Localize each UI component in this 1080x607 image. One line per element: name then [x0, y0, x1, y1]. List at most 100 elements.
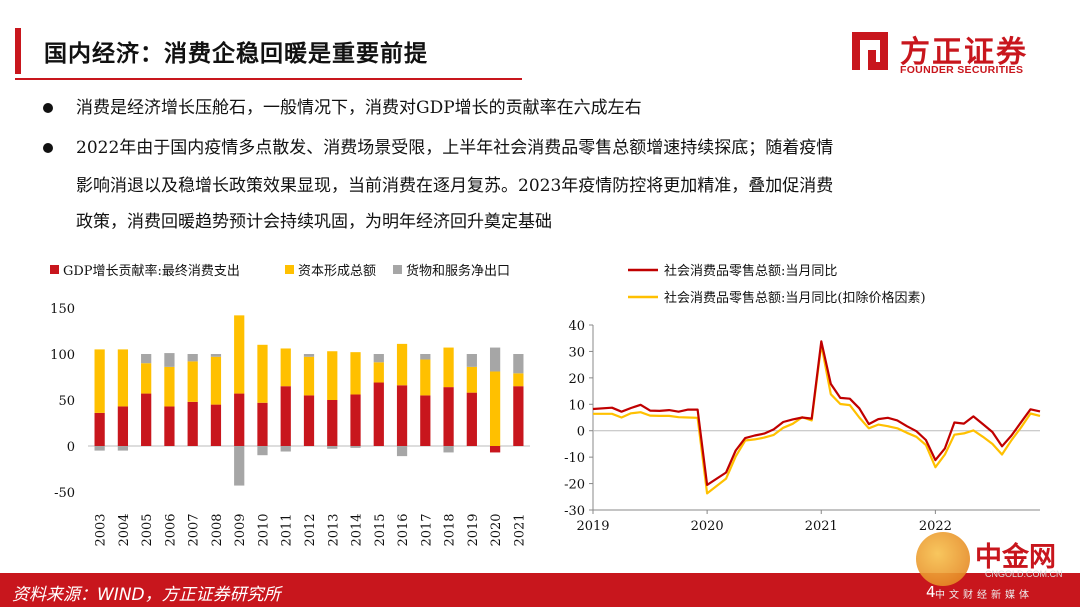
bar-2021-series-1 [513, 386, 524, 446]
x-tick-label: 2014 [350, 513, 365, 546]
founder-logo-icon [852, 32, 888, 70]
bar-2003-series-2 [94, 349, 105, 413]
title-accent-bar [15, 28, 21, 74]
y-tick-label: -30 [564, 504, 585, 519]
legend-swatch-3 [393, 265, 402, 274]
bar-2014-series-2 [350, 352, 361, 395]
bar-2019-series-1 [466, 392, 477, 446]
bar-2013-series-3 [327, 446, 338, 449]
x-tick-label: 2020 [691, 519, 724, 534]
bar-2010-series-1 [257, 402, 268, 446]
x-tick-label: 2009 [233, 513, 248, 546]
x-tick-label: 2016 [396, 513, 411, 546]
y-tick-label: 10 [568, 398, 585, 413]
bar-2011-series-1 [280, 386, 291, 446]
x-tick-label: 2005 [140, 513, 155, 546]
bar-2004-series-2 [117, 349, 129, 407]
logo-text-en: FOUNDER SECURITIES [900, 64, 1024, 76]
bar-2011-series-3 [280, 446, 291, 452]
x-tick-label: 2012 [303, 513, 318, 546]
legend-swatch-1 [50, 265, 59, 274]
bar-2011-series-2 [280, 348, 291, 387]
bar-2013-series-2 [327, 351, 338, 400]
bar-2018-series-2 [443, 347, 454, 388]
bar-2021-series-3 [513, 354, 524, 374]
bar-2013-series-1 [327, 400, 338, 446]
bar-2018-series-3 [443, 446, 454, 453]
y-tick-label: 20 [568, 372, 585, 387]
bar-2004-series-1 [117, 406, 129, 446]
y-tick-label: 0 [577, 425, 585, 440]
bar-2006-series-1 [164, 406, 175, 446]
y-tick-label: -20 [564, 478, 585, 493]
bar-2005-series-3 [141, 354, 152, 364]
x-tick-label: 2018 [443, 513, 458, 546]
bullet-text-2: 2022年由于国内疫情多点散发、消费场景受限，上半年社会消费品零售总额增速持续探… [76, 138, 834, 158]
bar-2010-series-3 [257, 446, 268, 456]
y-tick-label: 0 [67, 440, 75, 455]
x-tick-label: 2013 [326, 513, 341, 546]
title-underline [15, 78, 522, 80]
x-tick-label: 2020 [489, 513, 504, 546]
bar-2008-series-3 [210, 354, 222, 357]
x-tick-label: 2021 [512, 513, 527, 546]
x-tick-label: 2019 [466, 513, 481, 546]
legend-label-2: 社会消费品零售总额:当月同比(扣除价格因素) [664, 290, 926, 306]
bullet-text-2-line-3: 政策，消费回暖趋势预计会持续巩固，为明年经济回升奠定基础 [76, 212, 552, 232]
bullet-dot [43, 143, 53, 153]
bullet-text-1: 消费是经济增长压舱石，一般情况下，消费对GDP增长的贡献率在六成左右 [76, 98, 642, 118]
series-line-2 [593, 343, 1041, 495]
x-tick-label: 2006 [163, 513, 178, 546]
y-tick-label: 150 [50, 302, 75, 317]
x-tick-label: 2008 [210, 513, 225, 546]
x-tick-label: 2010 [256, 513, 271, 546]
legend-label-2: 资本形成总额 [298, 264, 376, 279]
x-tick-label: 2022 [919, 519, 952, 534]
x-tick-label: 2017 [419, 513, 434, 546]
bar-2015-series-3 [373, 354, 384, 363]
bar-2016-series-2 [396, 343, 408, 386]
bar-2005-series-2 [141, 363, 152, 394]
bar-2015-series-2 [373, 362, 384, 383]
legend-label-1: 社会消费品零售总额:当月同比 [664, 263, 837, 279]
legend-label-3: 货物和服务净出口 [406, 263, 510, 279]
y-tick-label: 50 [58, 394, 75, 409]
legend-label-1: GDP增长贡献率:最终消费支出 [63, 263, 240, 279]
x-tick-label: 2021 [805, 519, 838, 534]
bar-2006-series-2 [164, 366, 175, 407]
watermark-text: 中金网 [975, 542, 1056, 573]
y-tick-label: 40 [568, 319, 585, 334]
bar-2012-series-2 [303, 356, 315, 396]
bar-2015-series-1 [373, 382, 384, 446]
bar-2020-series-2 [489, 371, 501, 446]
footer-bar [0, 573, 1080, 607]
bar-2009-series-3 [234, 446, 245, 486]
y-tick-label: -50 [54, 486, 75, 501]
gdp-contribution-bar-chart: GDP增长贡献率:最终消费支出 资本形成总额 货物和服务净出口 -50 0 50 100 15… [50, 263, 530, 547]
bar-2010-series-2 [257, 344, 268, 403]
bar-2007-series-2 [187, 361, 198, 402]
bar-2009-series-1 [234, 393, 245, 446]
bar-2021-series-2 [513, 373, 524, 387]
bar-2012-series-1 [303, 395, 315, 446]
page-title: 国内经济：消费企稳回暖是重要前提 [44, 40, 428, 67]
bullet-text-2-line-2: 影响消退以及稳增长政策效果显现，当前消费在逐月复苏。2023年疫情防控将更加精准… [76, 176, 834, 196]
bar-2017-series-3 [420, 354, 431, 360]
bar-2014-series-1 [350, 394, 361, 446]
logo-text-cn: 方正证券 [900, 35, 1028, 70]
bar-2017-series-1 [420, 395, 431, 446]
legend-swatch-2 [285, 265, 294, 274]
bar-2016-series-1 [396, 385, 408, 446]
bullet-dot [43, 103, 53, 113]
x-tick-label: 2003 [94, 513, 109, 546]
bar-2017-series-2 [420, 359, 431, 396]
bar-2014-series-3 [350, 446, 361, 448]
bar-2018-series-1 [443, 387, 454, 446]
series-line-1 [592, 340, 1041, 486]
y-tick-label: 30 [568, 345, 585, 360]
x-tick-label: 2011 [280, 513, 295, 546]
bar-2020-series-1 [489, 446, 501, 453]
bar-2007-series-1 [187, 401, 198, 446]
